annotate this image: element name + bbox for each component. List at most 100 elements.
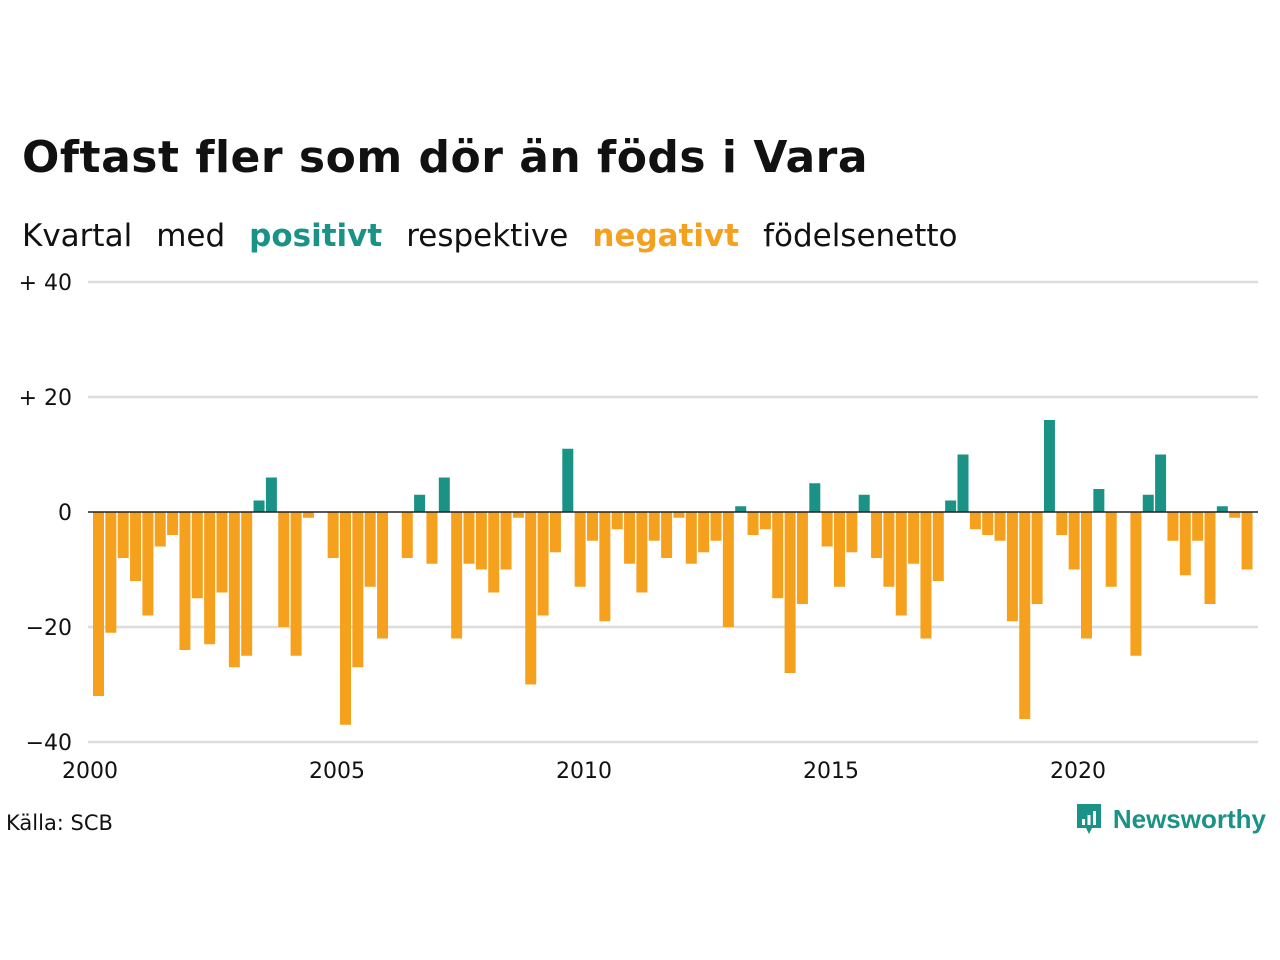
bar-negative <box>661 512 673 558</box>
bar-negative <box>204 512 216 645</box>
x-tick-label: 2020 <box>1050 759 1106 784</box>
bar-negative <box>130 512 142 581</box>
bar-negative <box>475 512 487 570</box>
subtitle-word: Kvartal <box>22 218 133 254</box>
bar-negative <box>327 512 339 558</box>
bar-negative <box>883 512 895 587</box>
subtitle-word: respektive <box>406 218 569 254</box>
bar-negative <box>377 512 389 639</box>
bar-negative <box>648 512 660 541</box>
subtitle-word: födelsenetto <box>763 218 958 254</box>
bar-negative <box>574 512 586 587</box>
bar-negative <box>624 512 636 564</box>
bar-negative <box>599 512 611 622</box>
brand-logo: Newsworthy <box>1075 802 1266 836</box>
bar-negative <box>488 512 500 593</box>
bar-negative <box>1241 512 1253 570</box>
bar-negative <box>821 512 833 547</box>
bar-negative <box>834 512 845 587</box>
bar-negative <box>673 512 685 518</box>
bar-positive <box>1093 489 1105 512</box>
brand-name: Newsworthy <box>1112 803 1266 834</box>
subtitle-positive-label: positivt <box>249 218 383 254</box>
bar-negative <box>512 512 524 518</box>
source-note: Källa: SCB <box>6 811 113 835</box>
bar-negative <box>895 512 907 616</box>
bar-negative <box>772 512 784 599</box>
bar-negative <box>216 512 228 593</box>
bar-positive <box>945 500 957 512</box>
y-tick-label: −40 <box>26 731 72 756</box>
bar-negative <box>340 512 351 725</box>
bar-negative <box>1167 512 1179 541</box>
bar-positive <box>1142 494 1154 512</box>
newsworthy-logo-icon <box>1076 804 1101 834</box>
bar-positive <box>265 477 277 512</box>
bar-negative <box>426 512 438 564</box>
bar-negative <box>290 512 302 656</box>
bar-negative <box>710 512 722 541</box>
bar-negative <box>500 512 512 570</box>
bar-negative <box>636 512 648 593</box>
bar-negative <box>179 512 191 650</box>
x-tick-label: 2010 <box>556 759 612 784</box>
x-tick-label: 2005 <box>309 759 365 784</box>
bar-negative <box>401 512 413 558</box>
chart-title: Oftast fler som dör än föds i Vara <box>22 132 869 183</box>
bar-negative <box>698 512 710 553</box>
bar-negative <box>747 512 759 535</box>
bar-negative <box>228 512 240 668</box>
bar-negative <box>191 512 203 599</box>
bar-negative <box>525 512 537 685</box>
bar-negative <box>908 512 920 564</box>
bar-positive <box>858 494 870 512</box>
bar-negative <box>451 512 463 639</box>
bar-negative <box>994 512 1006 541</box>
y-tick-label: 0 <box>58 501 72 526</box>
bar-negative <box>1081 512 1092 639</box>
bar-negative <box>549 512 561 553</box>
bar-negative <box>587 512 598 541</box>
bar-negative <box>1006 512 1018 622</box>
bar-negative <box>759 512 771 530</box>
bar-negative <box>463 512 475 564</box>
bar-negative <box>302 512 314 518</box>
bar-negative <box>1068 512 1080 570</box>
x-tick-label: 2015 <box>803 759 859 784</box>
y-tick-label: + 40 <box>19 271 72 296</box>
bar-negative <box>1229 512 1241 518</box>
bar-negative <box>969 512 981 530</box>
bar-positive <box>253 500 265 512</box>
bar-negative <box>117 512 129 558</box>
bar-negative <box>1130 512 1142 656</box>
bar-negative <box>920 512 932 639</box>
bar-negative <box>93 512 104 696</box>
bar-negative <box>932 512 944 581</box>
bar-layer <box>93 420 1253 725</box>
bar-negative <box>611 512 623 530</box>
bar-negative <box>105 512 117 633</box>
chart-subtitle: Kvartal med positivt respektive negativt föde… <box>22 218 982 254</box>
bar-positive <box>1043 420 1055 512</box>
y-tick-label: −20 <box>26 616 72 641</box>
bar-positive <box>957 454 969 512</box>
bar-negative <box>1056 512 1068 535</box>
bar-negative <box>364 512 376 587</box>
bar-positive <box>1216 506 1228 512</box>
bar-positive <box>414 494 426 512</box>
x-tick-label: 2000 <box>62 759 118 784</box>
bar-negative <box>685 512 697 564</box>
bar-negative <box>537 512 549 616</box>
subtitle-negative-label: negativt <box>592 218 740 254</box>
axis-layer: + 40 + 20 0 −20 −40 2000 2005 2010 2015 2020 <box>19 271 1258 784</box>
bar-negative <box>871 512 883 558</box>
bar-positive <box>562 448 574 512</box>
bar-negative <box>1031 512 1043 604</box>
bar-negative <box>982 512 994 535</box>
bar-negative <box>1192 512 1204 541</box>
bar-chart: + 40 + 20 0 −20 −40 2000 2005 2010 2015 2020 <box>19 271 1258 784</box>
y-tick-label: + 20 <box>19 386 72 411</box>
bar-negative <box>846 512 858 553</box>
bar-negative <box>722 512 734 627</box>
bar-negative <box>352 512 364 668</box>
